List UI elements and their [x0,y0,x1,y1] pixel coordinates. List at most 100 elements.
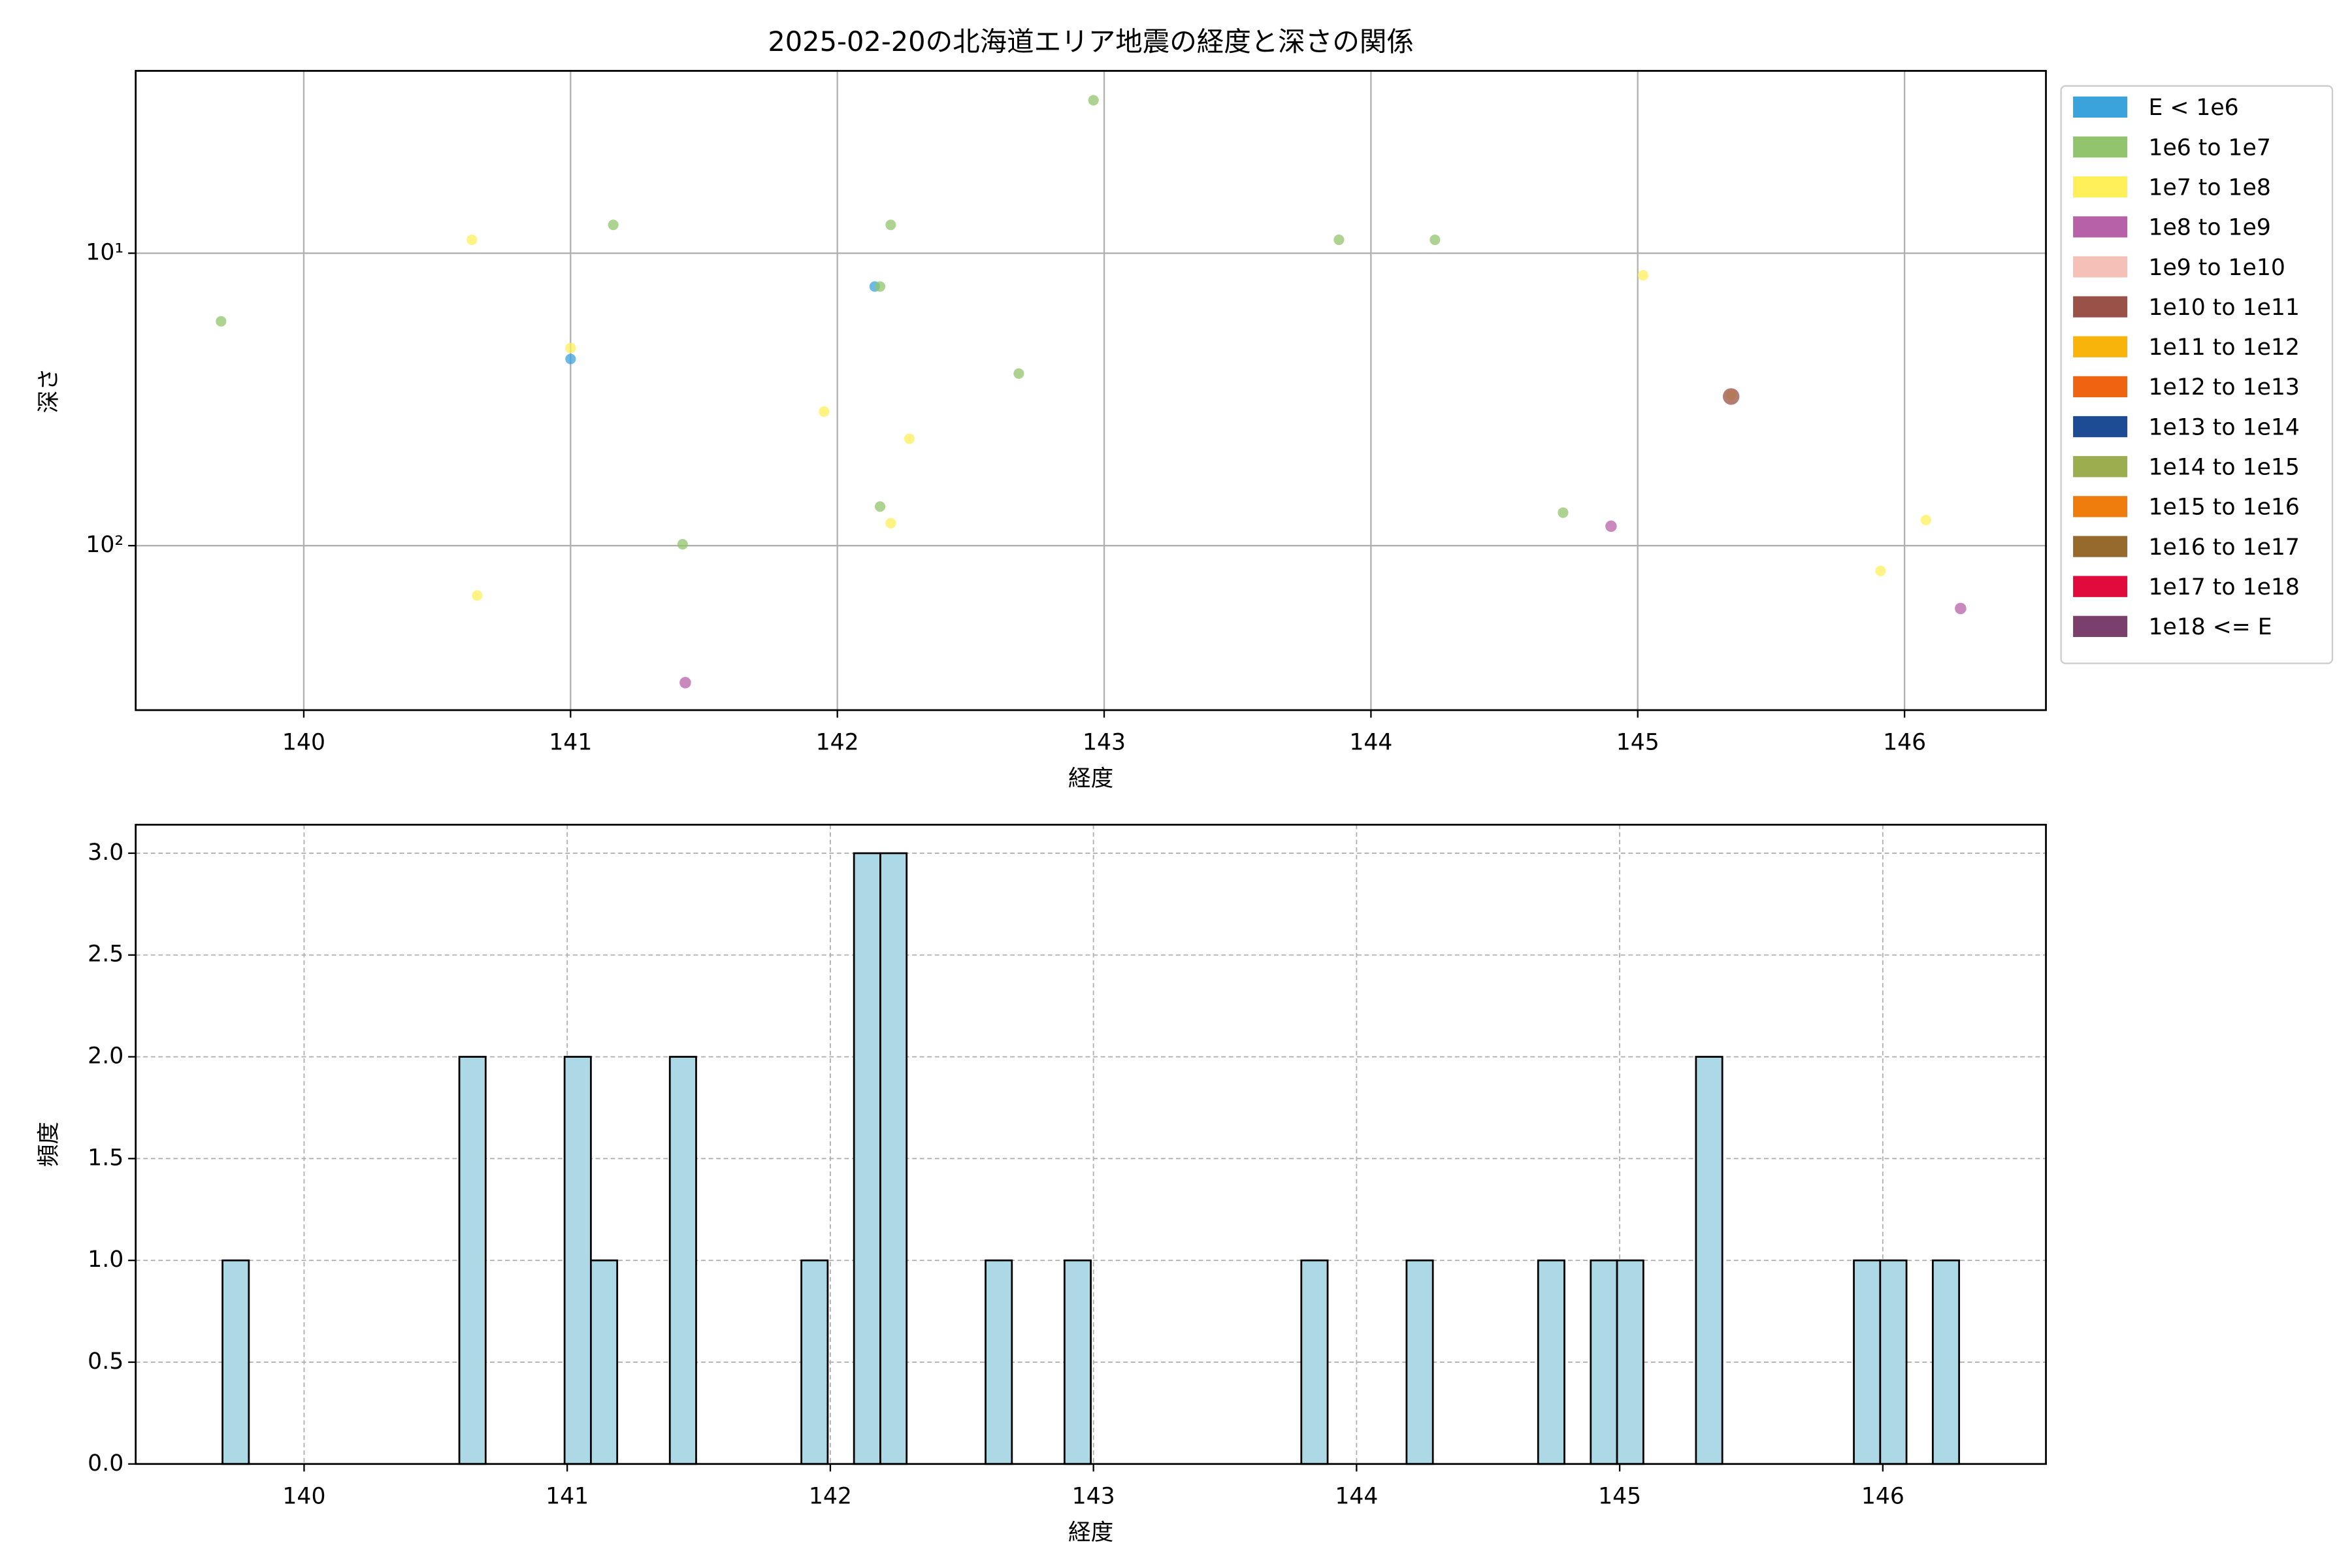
bar [1879,1259,1908,1465]
legend-swatch [2073,96,2128,118]
legend-swatch [2073,336,2128,357]
legend-label: 1e8 to 1e9 [2148,215,2270,241]
legend-swatch [2073,176,2128,198]
point [1088,95,1099,106]
bar [1300,1259,1329,1465]
point [1333,234,1345,246]
point [608,220,619,231]
x-tick-label: 145 [1616,730,1659,756]
point [874,281,886,292]
bar [1616,1259,1644,1465]
x-tick-label: 140 [282,730,325,756]
point [565,353,576,365]
y-tick-label: 3.0 [88,840,123,866]
bar [1537,1259,1565,1465]
y-tick-label: 2.0 [88,1043,123,1070]
y-tick-label: 1.5 [88,1145,123,1171]
point [904,433,915,444]
legend-swatch [2073,576,2128,597]
x-tick-label: 146 [1861,1484,1904,1510]
y-tick-label: 1.0 [88,1247,123,1273]
plot-frame [135,823,2047,1465]
x-tick-label: 142 [816,730,859,756]
bar [1405,1259,1434,1465]
x-tick-label: 144 [1349,730,1392,756]
bar [1931,1259,1961,1465]
point [885,220,896,231]
point [679,677,691,689]
point [677,538,688,550]
bar [1063,1259,1092,1465]
legend-label: 1e14 to 1e15 [2148,455,2299,481]
point [885,517,896,529]
bar [1695,1056,1723,1465]
legend-swatch [2073,216,2128,238]
point [1637,270,1648,281]
y-tick-label: 2.5 [88,941,123,968]
bar [221,1259,250,1465]
legend-label: 1e16 to 1e17 [2148,534,2299,561]
point [1558,507,1569,518]
y-tick-label: 10¹ [86,240,123,266]
point [565,342,576,353]
legend-label: E < 1e6 [2148,95,2238,121]
bar [879,852,908,1465]
y-tick-label: 0.5 [88,1348,123,1375]
legend-label: 1e12 to 1e13 [2148,374,2299,400]
x-tick-label: 142 [809,1484,852,1510]
legend-swatch [2073,536,2128,557]
legend-label: 1e15 to 1e16 [2148,495,2299,521]
bar [853,852,881,1465]
point [1605,520,1617,532]
bar [668,1056,697,1465]
legend-label: 1e7 to 1e8 [2148,174,2270,201]
bar [800,1259,829,1465]
legend-label: 1e17 to 1e18 [2148,574,2299,600]
point [874,501,886,512]
bar [458,1056,487,1465]
x-tick-label: 140 [282,1484,325,1510]
point [1722,388,1740,405]
legend-swatch [2073,456,2128,478]
point [1920,514,1931,525]
point [1013,368,1024,379]
legend-label: 1e6 to 1e7 [2148,135,2270,161]
x-axis-label: 経度 [1068,1520,1113,1546]
legend-label: 1e18 <= E [2148,614,2272,640]
legend-label: 1e9 to 1e10 [2148,255,2285,281]
x-tick-label: 141 [546,1484,589,1510]
point [466,234,478,246]
legend-swatch [2073,615,2128,637]
x-tick-label: 146 [1883,730,1926,756]
x-tick-label: 144 [1335,1484,1378,1510]
x-tick-label: 143 [1083,730,1126,756]
legend-swatch [2073,416,2128,438]
point [1429,234,1441,246]
bar [590,1259,619,1465]
legend-box [2060,85,2334,664]
point [472,590,483,601]
point [216,316,227,327]
plot-frame [135,70,2047,711]
bar [1853,1259,1882,1465]
legend-swatch [2073,496,2128,517]
legend-label: 1e13 to 1e14 [2148,414,2299,440]
x-tick-label: 143 [1072,1484,1115,1510]
bar [563,1056,592,1465]
point [1955,602,1967,615]
legend-swatch [2073,256,2128,278]
point [1875,565,1886,576]
legend-swatch [2073,376,2128,398]
y-tick-label: 0.0 [88,1450,123,1477]
y-axis-label: 頻度 [36,1122,62,1167]
legend-label: 1e11 to 1e12 [2148,335,2299,361]
x-tick-label: 145 [1598,1484,1641,1510]
bar [1590,1259,1618,1465]
chart-title: 2025-02-20の北海道エリア地震の経度と深さの関係 [768,25,1414,57]
point [819,406,830,417]
x-axis-label: 経度 [1068,766,1113,792]
legend-swatch [2073,296,2128,318]
